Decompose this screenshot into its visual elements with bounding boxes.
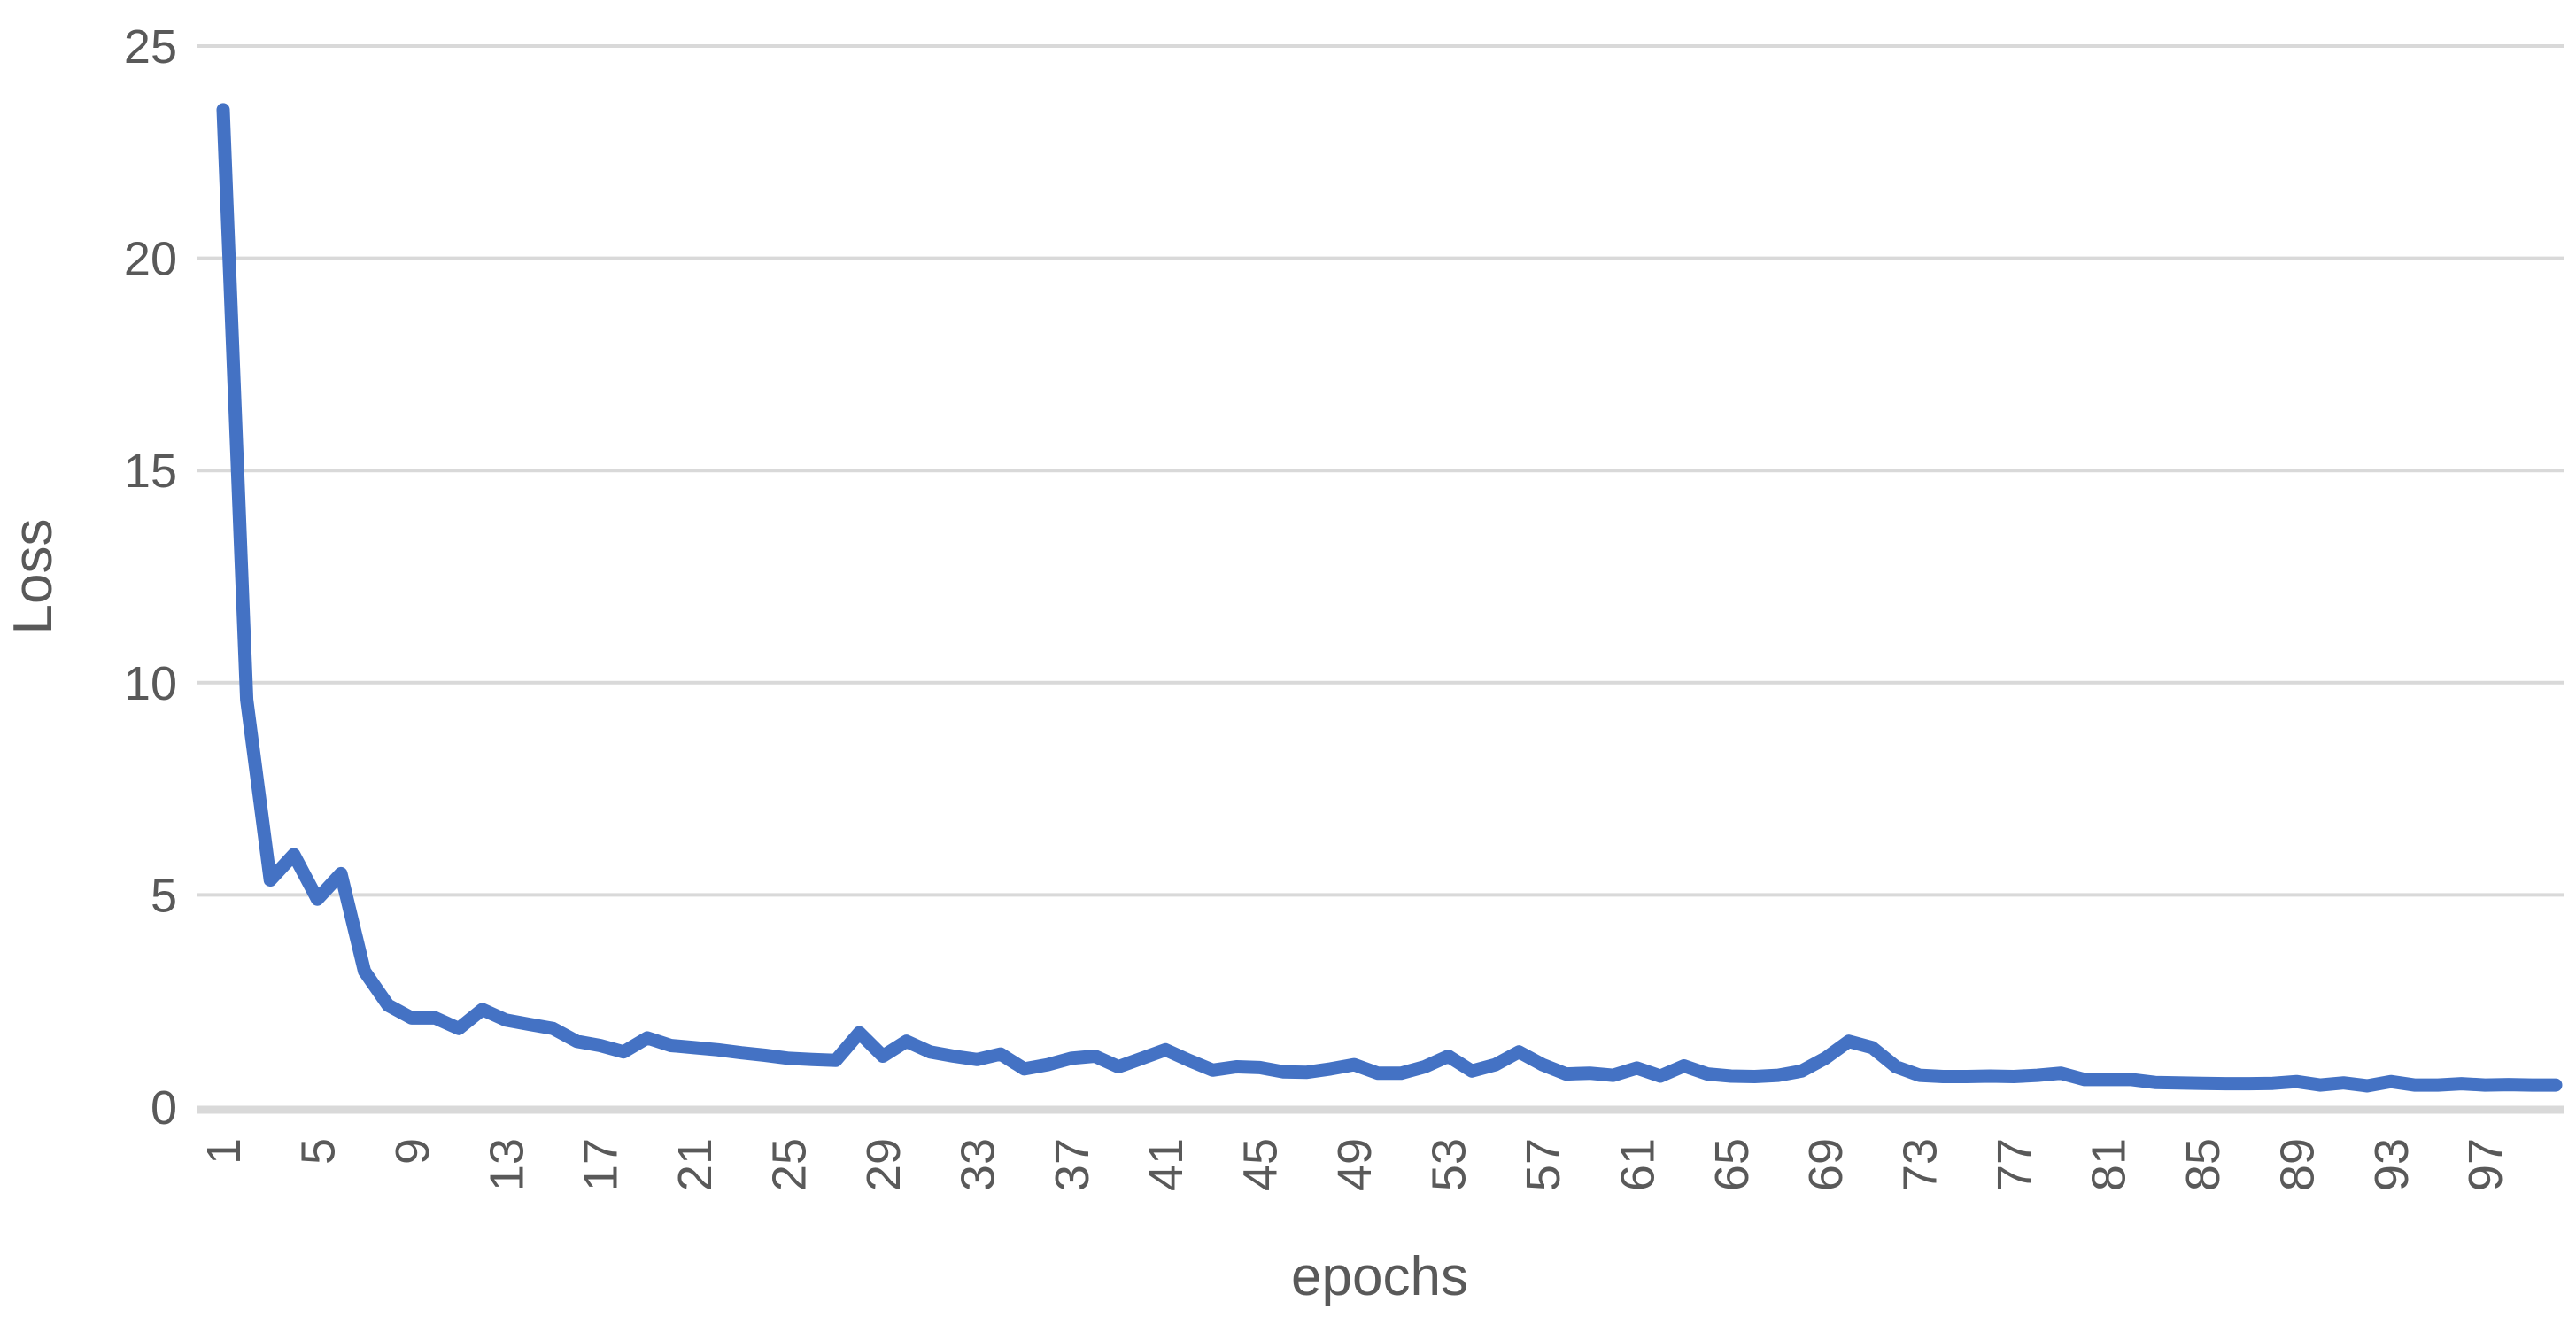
- x-tick-label: 93: [2365, 1138, 2418, 1191]
- x-tick-label: 65: [1706, 1138, 1759, 1191]
- x-tick-label: 5: [291, 1138, 344, 1165]
- x-tick-label: 49: [1328, 1138, 1381, 1191]
- y-tick-label: 25: [124, 20, 177, 74]
- x-tick-label: 77: [1988, 1138, 2041, 1191]
- x-tick-label: 33: [951, 1138, 1004, 1191]
- y-tick-label: 5: [151, 869, 177, 922]
- y-tick-label: 15: [124, 445, 177, 498]
- x-tick-label: 53: [1423, 1138, 1476, 1191]
- y-tick-label: 20: [124, 233, 177, 286]
- x-tick-label: 21: [669, 1138, 722, 1191]
- x-tick-label: 41: [1140, 1138, 1193, 1191]
- y-tick-label: 10: [124, 657, 177, 710]
- x-tick-label: 1: [197, 1138, 251, 1165]
- x-tick-label: 25: [763, 1138, 816, 1191]
- x-tick-label: 81: [2082, 1138, 2135, 1191]
- x-tick-label: 13: [480, 1138, 533, 1191]
- loss-line-series: [216, 103, 2563, 1093]
- y-tick-label: 0: [151, 1081, 177, 1135]
- x-tick-label: 69: [1799, 1138, 1853, 1191]
- horizontal-gridlines: [197, 44, 2564, 897]
- x-tick-label: 73: [1894, 1138, 1947, 1191]
- y-axis-tick-labels: 0 5 10 15 20 25: [124, 20, 177, 1135]
- x-tick-label: 29: [857, 1138, 910, 1191]
- x-tick-label: 45: [1234, 1138, 1288, 1191]
- x-tick-label: 89: [2270, 1138, 2324, 1191]
- x-tick-label: 97: [2459, 1138, 2512, 1191]
- x-axis-title: epochs: [1291, 1246, 1468, 1307]
- x-tick-label: 57: [1517, 1138, 1570, 1191]
- x-tick-label: 17: [575, 1138, 628, 1191]
- x-axis-tick-labels: 1 5 9 13 17 21 25 29 33 37 41 45 49 53 57 61 65 69 73 77 81 8…: [197, 1138, 2512, 1191]
- x-tick-label: 85: [2177, 1138, 2230, 1191]
- x-tick-label: 37: [1046, 1138, 1099, 1191]
- x-tick-label: 61: [1611, 1138, 1664, 1191]
- series-line-loss: [216, 103, 2563, 1093]
- x-tick-label: 9: [386, 1138, 439, 1165]
- y-axis-title: Loss: [3, 519, 64, 635]
